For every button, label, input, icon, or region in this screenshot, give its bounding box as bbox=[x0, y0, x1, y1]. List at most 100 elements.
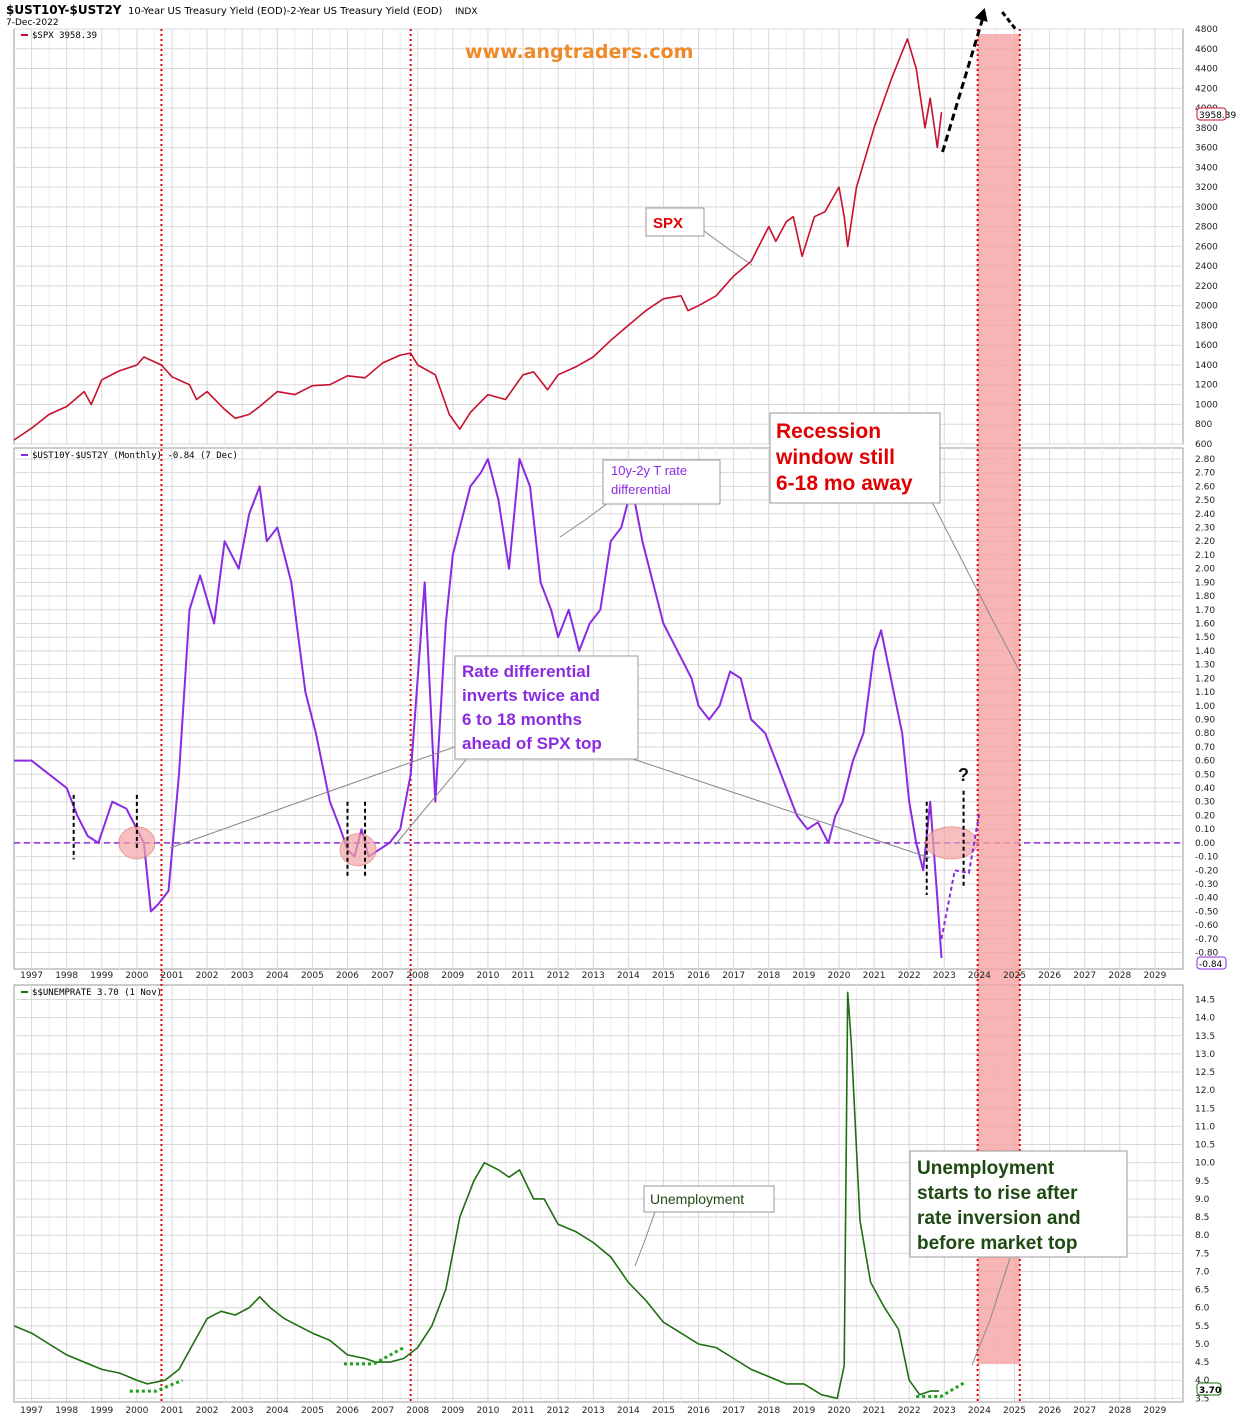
y-tick-label: 0.30 bbox=[1195, 798, 1215, 808]
callout-text-recession-1: Recession bbox=[776, 420, 881, 443]
y-tick-label: 1800 bbox=[1195, 321, 1218, 331]
callout-spx: SPX bbox=[645, 207, 753, 266]
legend-spread: $UST10Y-$UST2Y (Monthly) -0.84 (7 Dec) bbox=[21, 451, 238, 461]
x-tick-label: 2027 bbox=[1073, 1406, 1096, 1416]
last-value-text-unemployment: 3.70 bbox=[1199, 1386, 1221, 1396]
recession-window-band bbox=[977, 34, 1020, 1364]
callout-pointer-inversion-1 bbox=[169, 744, 461, 849]
x-tick-label: 2018 bbox=[757, 971, 780, 981]
callout-text-inversion-3: 6 to 18 months bbox=[462, 710, 582, 729]
y-tick-label: 2.30 bbox=[1195, 524, 1215, 534]
y-tick-label: 9.0 bbox=[1195, 1195, 1210, 1205]
y-tick-label: 6.0 bbox=[1195, 1304, 1210, 1314]
callout-text-recession-2: window still bbox=[775, 446, 895, 469]
callout-box-recession bbox=[769, 412, 941, 504]
axes-layer: 600 800 1000 1200 1400 1600 1800 2000 2200 2400 26… bbox=[20, 25, 1218, 1416]
x-tick-label: 2001 bbox=[161, 1406, 184, 1416]
x-tick-label: 2021 bbox=[863, 1406, 886, 1416]
last-value-box-spx bbox=[1196, 107, 1227, 121]
y-tick-label: 1.90 bbox=[1195, 578, 1215, 588]
y-tick-label: -0.70 bbox=[1195, 935, 1219, 945]
y-tick-label: 3400 bbox=[1195, 163, 1218, 173]
y-tick-label: 2000 bbox=[1195, 302, 1218, 312]
x-tick-label: 2012 bbox=[547, 971, 570, 981]
x-tick-label: 2009 bbox=[441, 1406, 464, 1416]
y-tick-label: 1.50 bbox=[1195, 633, 1215, 643]
x-tick-label: 2011 bbox=[512, 1406, 535, 1416]
y-tick-label: 2400 bbox=[1195, 262, 1218, 272]
y-tick-label: 11.0 bbox=[1195, 1122, 1215, 1132]
x-tick-label: 2000 bbox=[125, 971, 148, 981]
x-tick-label: 2019 bbox=[792, 1406, 815, 1416]
overlay-layer bbox=[14, 29, 1183, 1402]
x-tick-label: 2018 bbox=[757, 1406, 780, 1416]
x-tick-label: 1999 bbox=[90, 1406, 113, 1416]
x-tick-label: 2022 bbox=[898, 1406, 921, 1416]
callout-text-unemployment-rise-2: starts to rise after bbox=[917, 1183, 1078, 1204]
last-value-text-spread: -0.84 bbox=[1199, 960, 1223, 970]
spread-projection bbox=[940, 812, 981, 940]
x-tick-label: 2025 bbox=[1003, 1406, 1026, 1416]
x-tick-label: 2026 bbox=[1038, 971, 1061, 981]
x-tick-label: 2023 bbox=[933, 1406, 956, 1416]
y-tick-label: 13.0 bbox=[1195, 1050, 1215, 1060]
x-tick-label: 2024 bbox=[968, 971, 991, 981]
y-tick-label: 4600 bbox=[1195, 45, 1218, 55]
x-tick-label: 2011 bbox=[512, 971, 535, 981]
y-tick-label: 1.40 bbox=[1195, 647, 1215, 657]
x-tick-label: 1997 bbox=[20, 1406, 43, 1416]
last-value-box-spread bbox=[1196, 956, 1227, 970]
y-tick-label: 0.40 bbox=[1195, 784, 1215, 794]
x-tick-label: 2016 bbox=[687, 1406, 710, 1416]
y-tick-label: -0.30 bbox=[1195, 880, 1219, 890]
last-value-text-spx: 3958.39 bbox=[1199, 111, 1236, 121]
callout-text-inversion-4: ahead of SPX top bbox=[462, 734, 602, 753]
y-tick-label: 4.5 bbox=[1195, 1358, 1209, 1368]
x-tick-label: 2021 bbox=[863, 971, 886, 981]
callout-pointer-unemployment bbox=[634, 1211, 656, 1267]
x-tick-label: 2008 bbox=[406, 971, 429, 981]
series-line-unemployment bbox=[13, 991, 939, 1400]
legend-unemployment: $$UNEMPRATE 3.70 (1 Nov) bbox=[21, 988, 162, 998]
y-tick-label: 2.10 bbox=[1195, 551, 1215, 561]
chart-date: 7-Dec-2022 bbox=[6, 18, 59, 28]
callout-text-unemployment-rise-3: rate inversion and bbox=[917, 1208, 1081, 1229]
series-line-spx bbox=[13, 38, 943, 441]
x-tick-label: 2013 bbox=[582, 1406, 605, 1416]
x-tick-label: 2016 bbox=[687, 971, 710, 981]
x-tick-label: 2025 bbox=[1003, 971, 1026, 981]
x-tick-label: 1998 bbox=[55, 1406, 78, 1416]
y-tick-label: 4200 bbox=[1195, 84, 1218, 94]
x-tick-label: 2010 bbox=[476, 1406, 499, 1416]
x-tick-label: 2002 bbox=[196, 971, 219, 981]
callout-pointer-inversion-3 bbox=[629, 757, 931, 859]
y-tick-label: 2.70 bbox=[1195, 469, 1215, 479]
y-tick-label: 3.5 bbox=[1195, 1394, 1209, 1404]
y-tick-label: 1.20 bbox=[1195, 674, 1215, 684]
y-tick-label: 0.70 bbox=[1195, 743, 1215, 753]
y-tick-label: 1.70 bbox=[1195, 606, 1215, 616]
y-tick-label: -0.80 bbox=[1195, 949, 1219, 959]
last-value-tag-spread: -0.84 bbox=[1196, 956, 1227, 970]
y-tick-label: 0.90 bbox=[1195, 715, 1215, 725]
y-tick-label: 2.50 bbox=[1195, 496, 1215, 506]
y-tick-label: 1.60 bbox=[1195, 619, 1215, 629]
x-tick-label: 2005 bbox=[301, 971, 324, 981]
y-tick-label: 14.0 bbox=[1195, 1014, 1215, 1024]
x-tick-label: 2014 bbox=[617, 1406, 640, 1416]
x-tick-label: 2027 bbox=[1073, 971, 1096, 981]
x-tick-label: 2012 bbox=[547, 1406, 570, 1416]
y-tick-label: 1.10 bbox=[1195, 688, 1215, 698]
callout-text-unemployment-rise-1: Unemployment bbox=[917, 1158, 1055, 1179]
spx-projection-up bbox=[941, 11, 987, 153]
x-tick-label: 2017 bbox=[722, 971, 745, 981]
y-tick-label: 10.5 bbox=[1195, 1141, 1215, 1151]
x-tick-label: 2009 bbox=[441, 971, 464, 981]
x-tick-label: 2007 bbox=[371, 971, 394, 981]
y-tick-label: 1200 bbox=[1195, 381, 1218, 391]
callout-text-spread-1: 10y-2y T rate bbox=[611, 463, 687, 478]
y-tick-label: 3000 bbox=[1195, 203, 1218, 213]
x-tick-label: 1997 bbox=[20, 971, 43, 981]
y-tick-label: 2.40 bbox=[1195, 510, 1215, 520]
callout-text-inversion-1: Rate differential bbox=[462, 662, 590, 681]
